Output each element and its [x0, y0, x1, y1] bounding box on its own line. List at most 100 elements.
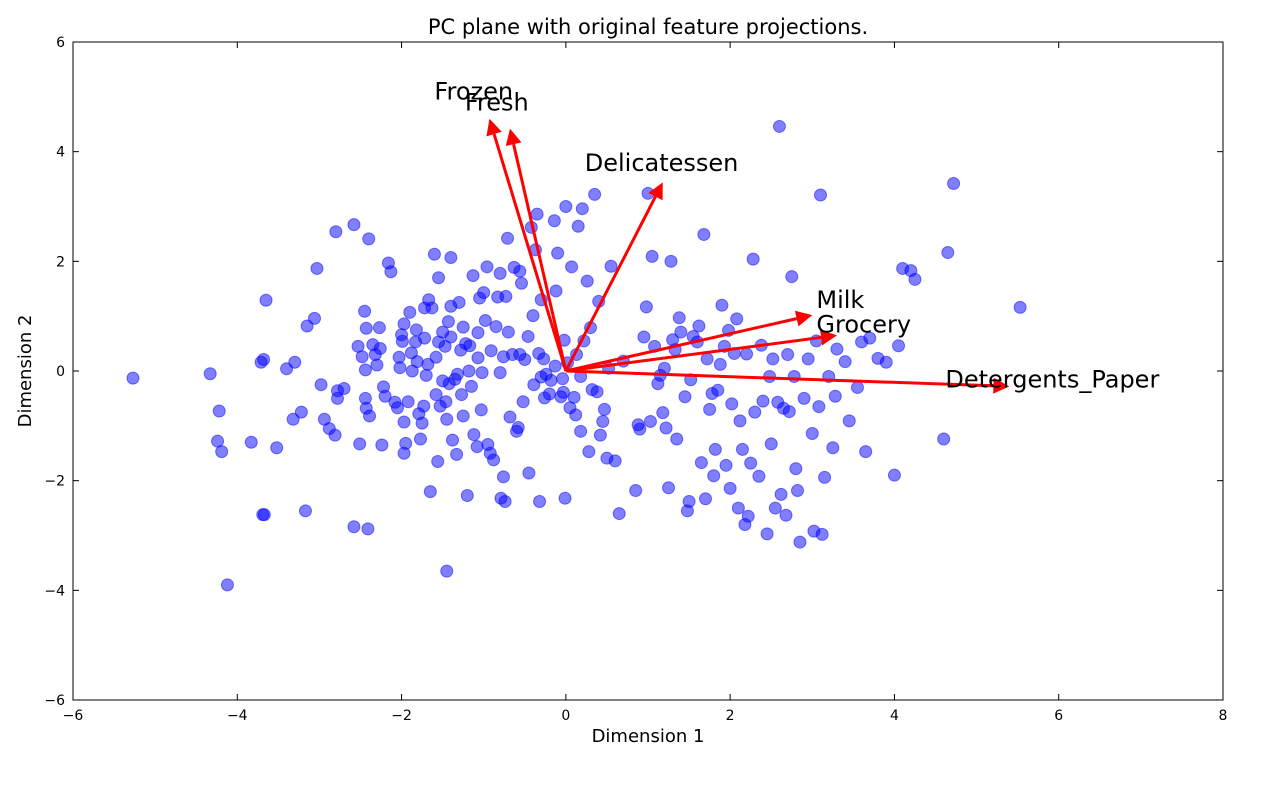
- scatter-point: [637, 330, 651, 344]
- scatter-point: [797, 391, 811, 405]
- scatter-point: [308, 311, 321, 325]
- scatter-point: [362, 232, 376, 246]
- scatter-point: [887, 468, 901, 482]
- scatter-point: [643, 414, 657, 428]
- scatter-point: [768, 501, 782, 515]
- scatter-point: [723, 481, 737, 495]
- scatter-point: [337, 382, 351, 396]
- scatter-point: [715, 298, 729, 312]
- scatter-point: [358, 304, 372, 318]
- scatter-point: [259, 293, 273, 307]
- scatter-point: [815, 527, 829, 541]
- scatter-point: [713, 357, 727, 371]
- scatter-point: [818, 470, 832, 484]
- scatter-point: [692, 319, 706, 333]
- scatter-point: [244, 435, 258, 449]
- scatter-point: [801, 352, 815, 366]
- scatter-point: [421, 357, 435, 371]
- scatter-points-layer: [126, 119, 1027, 592]
- scatter-point: [288, 355, 302, 369]
- scatter-point: [432, 271, 446, 285]
- scatter-point: [425, 301, 439, 315]
- scatter-point: [711, 383, 725, 397]
- scatter-point: [294, 405, 308, 419]
- scatter-point: [444, 330, 458, 344]
- x-tick-label: 2: [726, 708, 735, 724]
- scatter-point: [725, 397, 739, 411]
- scatter-point: [286, 412, 300, 426]
- scatter-point: [503, 410, 517, 424]
- arrow-label: Detergents_Paper: [945, 365, 1159, 393]
- scatter-point: [707, 469, 721, 483]
- arrow-label: Fresh: [465, 89, 529, 117]
- scatter-point: [419, 368, 433, 382]
- scatter-point: [215, 445, 229, 459]
- scatter-point: [413, 432, 427, 446]
- scatter-point: [672, 311, 686, 325]
- scatter-point: [556, 372, 570, 386]
- scatter-point: [766, 352, 780, 366]
- scatter-point: [298, 504, 312, 518]
- y-tick-label: −2: [44, 474, 65, 490]
- x-tick-label: 0: [561, 708, 570, 724]
- scatter-point: [830, 342, 844, 356]
- scatter-point: [395, 334, 409, 348]
- scatter-point: [774, 487, 788, 501]
- scatter-point: [537, 352, 551, 366]
- arrow-head: [993, 377, 1010, 394]
- scatter-point: [446, 433, 459, 447]
- scatter-point: [533, 495, 547, 509]
- scatter-point: [516, 395, 530, 409]
- scatter-point: [329, 225, 343, 239]
- scatter-point: [697, 227, 711, 241]
- scatter-point: [370, 358, 384, 372]
- scatter-point: [417, 399, 431, 413]
- scatter-point: [496, 470, 510, 484]
- scatter-point: [493, 266, 507, 280]
- scatter-point: [708, 442, 722, 456]
- arrow-label: Grocery: [816, 311, 911, 339]
- scatter-point: [393, 361, 407, 375]
- scatter-point: [384, 265, 398, 279]
- scatter-point: [511, 420, 525, 434]
- scatter-point: [450, 447, 464, 461]
- scatter-point: [467, 428, 481, 442]
- scatter-point: [547, 214, 561, 228]
- arrow-head: [648, 182, 663, 201]
- scatter-point: [310, 261, 324, 275]
- scatter-point: [521, 329, 535, 343]
- scatter-point: [838, 355, 852, 369]
- scatter-point: [789, 462, 803, 476]
- scatter-point: [629, 484, 643, 498]
- scatter-point: [814, 188, 827, 202]
- scatter-point: [515, 276, 528, 290]
- scatter-point: [501, 231, 515, 245]
- scatter-point: [363, 409, 377, 423]
- arrow-head: [794, 310, 813, 327]
- scatter-point: [612, 507, 626, 521]
- scatter-point: [439, 395, 453, 409]
- scatter-point: [731, 501, 745, 515]
- scatter-point: [556, 385, 570, 399]
- scatter-point: [582, 445, 596, 459]
- scatter-point: [410, 355, 424, 369]
- x-tick-label: −2: [391, 708, 412, 724]
- scatter-point: [781, 348, 795, 362]
- scatter-point: [664, 254, 678, 268]
- scatter-point: [733, 414, 747, 428]
- x-tick-label: −4: [227, 708, 248, 724]
- scatter-point: [558, 491, 572, 505]
- arrow-head: [820, 329, 837, 346]
- arrow-label: Milk: [816, 286, 864, 314]
- scatter-point: [791, 484, 804, 498]
- y-axis-label: Dimension 2: [15, 315, 36, 428]
- scatter-point: [499, 289, 513, 303]
- scatter-point: [429, 350, 443, 364]
- scatter-point: [567, 390, 581, 404]
- scatter-point: [470, 440, 484, 454]
- scatter-point: [474, 403, 488, 417]
- scatter-point: [390, 401, 404, 415]
- scatter-point: [748, 405, 762, 419]
- scatter-point: [549, 284, 563, 298]
- scatter-point: [526, 309, 540, 323]
